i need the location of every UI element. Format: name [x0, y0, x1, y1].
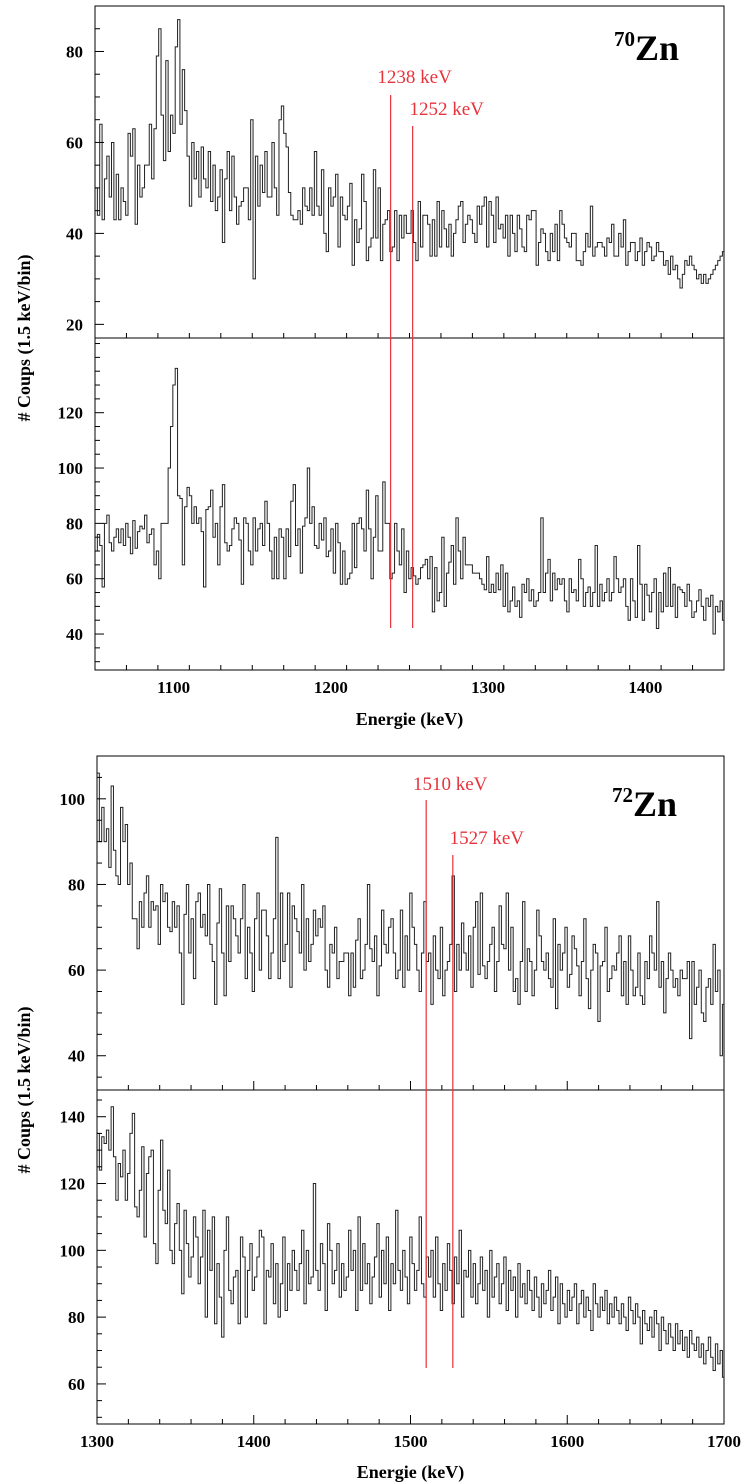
y-tick-label: 100 — [60, 1241, 86, 1260]
histogram-line — [95, 19, 724, 289]
y-tick-label: 120 — [58, 404, 84, 423]
panel-bottom: 40 60 80 100 120 — [58, 337, 725, 671]
energy-marker-label: 1238 keV — [377, 67, 452, 88]
y-tick-label: 60 — [68, 1375, 85, 1394]
panel-bottom: 60 80 100 120 140 — [60, 1089, 725, 1425]
histogram-line — [97, 1106, 724, 1378]
y-tick-label: 80 — [68, 875, 85, 894]
x-tick-label: 1400 — [628, 678, 662, 697]
x-axis-title: Energie (keV) — [357, 1462, 464, 1483]
y-tick-label: 20 — [66, 315, 83, 334]
panel-top: 20 40 60 80 — [66, 5, 725, 339]
isotope-label: 72Zn — [612, 783, 677, 824]
chart-72Zn: 40 60 80 100 60 80 100 120 140 1300 1400 1500 1600 17… — [14, 755, 741, 1483]
isotope-mass: 72 — [612, 783, 633, 807]
x-tick-label: 1700 — [707, 1432, 741, 1451]
y-tick-label: 100 — [60, 790, 86, 809]
y-tick-label: 60 — [68, 961, 85, 980]
isotope-mass: 70 — [614, 27, 635, 51]
x-axis-title: Energie (keV) — [356, 709, 463, 730]
x-tick-label: 1500 — [394, 1432, 428, 1451]
x-tick-label: 1200 — [314, 678, 348, 697]
energy-marker-label: 1527 keV — [450, 828, 525, 849]
y-axis-title: # Coups (1.5 keV/bin) — [14, 254, 35, 421]
isotope-symbol: Zn — [633, 784, 677, 824]
histogram-line — [97, 772, 724, 1057]
x-tick-label: 1400 — [237, 1432, 271, 1451]
y-tick-label: 40 — [66, 224, 83, 243]
histogram-line — [95, 367, 724, 635]
y-tick-label: 60 — [66, 133, 83, 152]
y-tick-label: 80 — [66, 514, 83, 533]
y-tick-label: 40 — [66, 625, 83, 644]
x-tick-label: 1300 — [80, 1432, 114, 1451]
y-tick-label: 40 — [68, 1047, 85, 1066]
x-tick-label: 1300 — [471, 678, 505, 697]
energy-marker-label: 1510 keV — [413, 774, 488, 795]
y-tick-label: 100 — [58, 459, 84, 478]
isotope-symbol: Zn — [635, 28, 679, 68]
energy-marker-label: 1252 keV — [409, 99, 484, 120]
x-tick-label: 1600 — [550, 1432, 584, 1451]
y-tick-label: 120 — [60, 1175, 86, 1194]
chart-70Zn: 20 40 60 80 40 60 80 100 120 1100 1200 1300 1400 1238… — [14, 5, 725, 730]
y-axis-title: # Coups (1.5 keV/bin) — [14, 1006, 35, 1173]
isotope-label: 70Zn — [614, 27, 679, 68]
y-tick-label: 80 — [66, 42, 83, 61]
x-tick-label: 1100 — [157, 678, 190, 697]
y-tick-label: 80 — [68, 1308, 85, 1327]
y-tick-label: 140 — [60, 1108, 86, 1127]
y-tick-label: 60 — [66, 570, 83, 589]
